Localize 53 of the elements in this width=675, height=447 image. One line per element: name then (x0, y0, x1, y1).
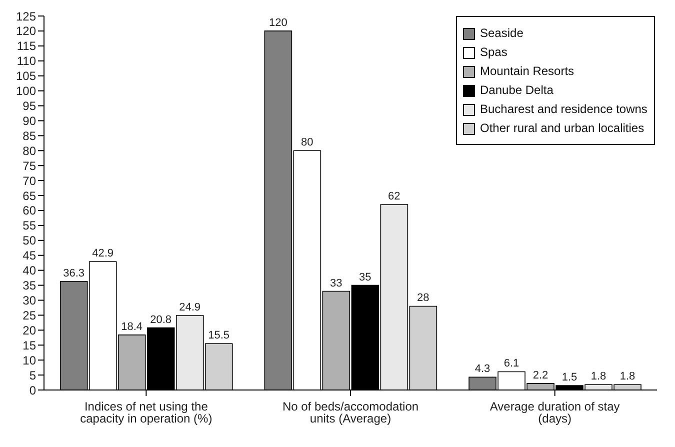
y-tick-label: 0 (29, 383, 36, 398)
data-label: 28 (417, 292, 430, 304)
data-label: 1.5 (562, 372, 578, 384)
y-tick-label: 110 (16, 54, 36, 68)
y-tick-label: 30 (22, 294, 36, 308)
y-tick-label: 55 (22, 218, 36, 233)
data-label: 2.2 (532, 369, 548, 382)
x-tick-label: No of beds/accomodation units (Average) (282, 400, 419, 426)
y-tick-label: 95 (22, 99, 36, 114)
data-label: 6.1 (504, 358, 520, 370)
data-label: 1.8 (590, 370, 606, 383)
y-tick-label: 50 (22, 234, 36, 248)
y-tick-label: 105 (16, 69, 36, 84)
legend-label: Seaside (480, 26, 524, 40)
y-tick-label: 35 (22, 278, 36, 293)
data-label: 35 (359, 271, 372, 284)
y-tick-label: 80 (22, 144, 36, 158)
y-tick-label: 65 (22, 188, 36, 203)
data-label: 80 (301, 136, 314, 149)
data-label: 24.9 (179, 302, 201, 314)
data-label: 62 (388, 190, 400, 202)
y-tick-label: 120 (16, 24, 36, 38)
y-tick-label: 45 (22, 248, 36, 263)
y-tick-label: 40 (22, 264, 36, 278)
y-tick-label: 20 (22, 323, 36, 338)
y-tick-label: 90 (22, 114, 36, 128)
y-tick-label: 10 (22, 353, 36, 368)
legend-label: Other rural and urban localities (480, 121, 644, 135)
x-tick-label: Average duration of stay (days) (490, 400, 620, 426)
y-tick-label: 5 (29, 368, 36, 382)
y-tick-label: 15 (22, 338, 36, 352)
data-label: 36.3 (63, 267, 85, 280)
legend-label: Danube Delta (480, 83, 554, 97)
data-label: 18.4 (121, 320, 143, 333)
y-tick-label: 100 (16, 84, 36, 98)
data-label: 15.5 (208, 330, 230, 342)
data-label: 120 (269, 16, 288, 29)
legend-label: Mountain Resorts (480, 64, 574, 78)
data-label: 20.8 (150, 314, 172, 326)
y-tick-label: 85 (22, 128, 36, 143)
data-label: 1.8 (620, 370, 636, 383)
y-tick-label: 115 (16, 39, 36, 54)
data-label: 42.9 (92, 248, 114, 260)
y-tick-label: 125 (16, 9, 36, 24)
x-tick-label: Indices of net using the capacity in operation (%) (80, 400, 212, 426)
legend-label: Bucharest and residence towns (480, 102, 648, 116)
data-label: 33 (330, 277, 342, 290)
data-label: 4.3 (474, 363, 490, 376)
y-tick-label: 25 (22, 308, 36, 322)
y-tick-label: 70 (22, 174, 36, 188)
legend-label: Spas (480, 45, 508, 59)
y-tick-label: 75 (22, 158, 36, 173)
y-tick-label: 60 (22, 204, 36, 218)
